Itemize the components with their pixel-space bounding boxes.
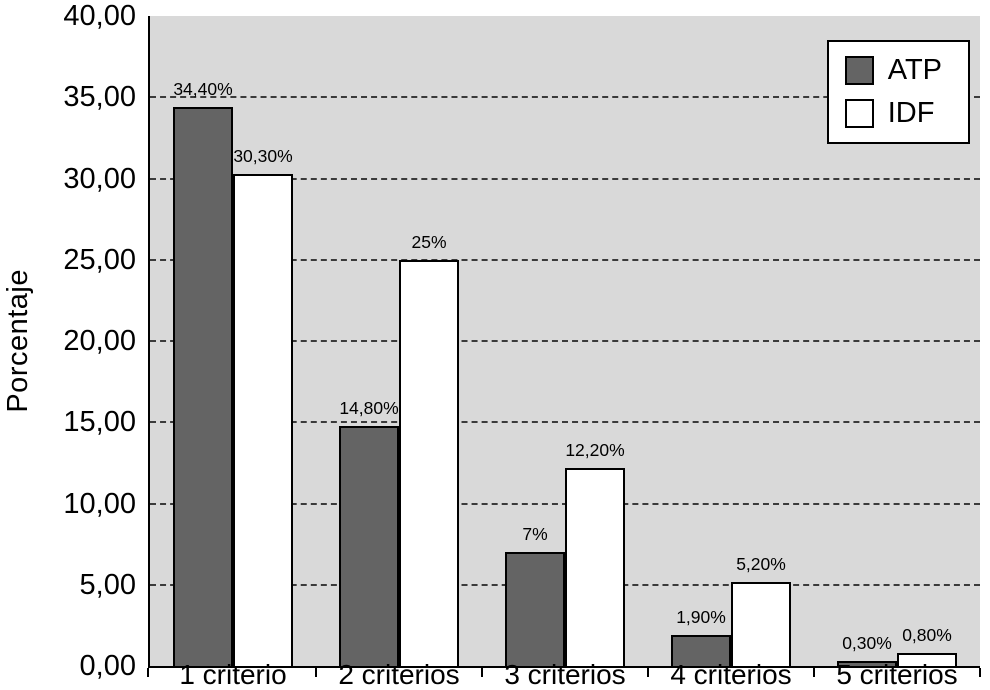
bar-value-label: 30,30% bbox=[233, 145, 293, 166]
bar-idf-category-1 bbox=[233, 173, 293, 666]
bar-value-label: 12,20% bbox=[565, 439, 625, 460]
gridline bbox=[150, 96, 980, 99]
bar-value-label: 5,20% bbox=[736, 553, 786, 574]
y-tick-label: 25,00 bbox=[63, 243, 136, 276]
bar-value-label: 34,40% bbox=[173, 79, 233, 99]
x-category-label: 2 criterios bbox=[338, 659, 460, 690]
legend-entry-atp: ATP bbox=[844, 54, 942, 87]
bar-atp-category-1 bbox=[173, 107, 233, 666]
legend-swatch-idf bbox=[844, 99, 874, 128]
x-category-label: 3 criterios bbox=[504, 659, 626, 690]
x-axis-tick bbox=[147, 668, 149, 677]
bar-value-label: 7% bbox=[522, 524, 548, 545]
y-tick-label: 35,00 bbox=[63, 81, 136, 114]
bar-idf-category-5 bbox=[897, 653, 957, 666]
x-axis-tick bbox=[647, 668, 649, 677]
x-category-label: 4 criterios bbox=[670, 659, 792, 690]
x-category-label: 1 criterio bbox=[179, 659, 287, 690]
y-tick-label: 5,00 bbox=[79, 568, 136, 601]
y-tick-label: 20,00 bbox=[63, 325, 136, 357]
legend: ATP IDF bbox=[826, 40, 970, 144]
bar-atp-category-4 bbox=[671, 635, 731, 666]
x-axis-tick bbox=[481, 668, 483, 677]
bar-idf-category-4 bbox=[731, 581, 791, 666]
gridline bbox=[150, 177, 980, 180]
x-category-label: 5 criterios bbox=[836, 659, 958, 690]
x-axis-tick bbox=[315, 668, 317, 677]
bar-atp-category-5 bbox=[837, 661, 897, 666]
y-tick-label: 40,00 bbox=[63, 0, 136, 32]
gridline bbox=[150, 421, 980, 424]
x-axis-tick bbox=[979, 668, 981, 677]
gridline bbox=[150, 340, 980, 342]
legend-label-idf: IDF bbox=[887, 97, 935, 129]
bar-value-label: 0,30% bbox=[842, 633, 892, 654]
bar-value-label: 1,90% bbox=[676, 607, 726, 628]
y-tick-label: 10,00 bbox=[63, 487, 136, 520]
legend-label-atp: ATP bbox=[887, 54, 942, 86]
y-tick-label: 15,00 bbox=[63, 406, 136, 439]
bar-value-label: 14,80% bbox=[339, 397, 399, 418]
legend-entry-idf: IDF bbox=[844, 97, 942, 130]
y-tick-label: 0,00 bbox=[79, 650, 136, 682]
bar-atp-category-2 bbox=[339, 425, 399, 666]
gridline bbox=[150, 258, 980, 261]
bar-idf-category-2 bbox=[399, 259, 459, 666]
bar-idf-category-3 bbox=[565, 467, 625, 666]
x-axis-tick bbox=[813, 668, 815, 677]
legend-swatch-atp bbox=[844, 56, 874, 85]
bar-value-label: 0,80% bbox=[902, 625, 952, 645]
y-tick-label: 30,00 bbox=[63, 162, 136, 195]
bar-atp-category-3 bbox=[505, 552, 565, 666]
bar-value-label: 25% bbox=[411, 231, 447, 252]
